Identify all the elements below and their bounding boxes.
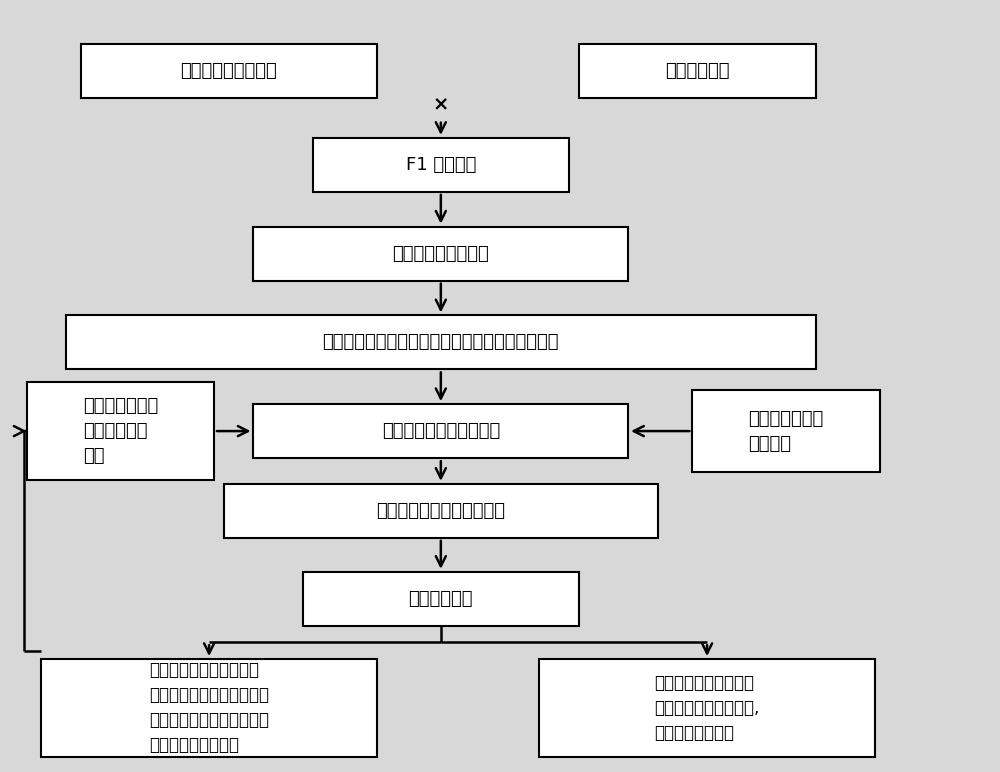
Text: 人工诱导染色体加倍: 人工诱导染色体加倍	[392, 245, 489, 262]
Text: 六、八倍体植株
为双单倍体诱
导系: 六、八倍体植株 为双单倍体诱 导系	[83, 397, 158, 465]
Text: F1 杂交种子: F1 杂交种子	[406, 156, 476, 174]
FancyBboxPatch shape	[253, 226, 628, 281]
Text: 测交后代鉴定: 测交后代鉴定	[409, 590, 473, 608]
Text: 测交后代全表现显性性
状、非整倍体、六倍体,
形态与不育株不同: 测交后代全表现显性性 状、非整倍体、六倍体, 形态与不育株不同	[654, 674, 760, 742]
FancyBboxPatch shape	[41, 659, 377, 757]
FancyBboxPatch shape	[579, 44, 816, 98]
Text: 测交后代部分或全部出现
全不育、无显性性状表现、
为正常二倍体或四倍体、形
态与不育株完全相同: 测交后代部分或全部出现 全不育、无显性性状表现、 为正常二倍体或四倍体、形 态与…	[149, 662, 269, 754]
Text: 选择显性六、八倍体植株: 选择显性六、八倍体植株	[382, 422, 500, 440]
Text: 六、八倍体植株
非诱导系: 六、八倍体植株 非诱导系	[748, 410, 824, 452]
FancyBboxPatch shape	[539, 659, 875, 757]
Text: 与质不育或核不育单株测交: 与质不育或核不育单株测交	[376, 502, 505, 520]
FancyBboxPatch shape	[253, 404, 628, 458]
FancyBboxPatch shape	[81, 44, 377, 98]
FancyBboxPatch shape	[224, 484, 658, 538]
FancyBboxPatch shape	[692, 390, 880, 472]
FancyBboxPatch shape	[313, 137, 569, 192]
FancyBboxPatch shape	[27, 382, 214, 480]
Text: 显性性状油菜: 显性性状油菜	[665, 62, 729, 80]
Text: 加倍后代流式细胞仪或根尖染色体鉴定染色体倍性: 加倍后代流式细胞仪或根尖染色体鉴定染色体倍性	[323, 334, 559, 351]
FancyBboxPatch shape	[303, 572, 579, 626]
Text: ×: ×	[433, 95, 449, 114]
FancyBboxPatch shape	[66, 315, 816, 370]
Text: 孤雌生殖早代稳定系: 孤雌生殖早代稳定系	[180, 62, 277, 80]
